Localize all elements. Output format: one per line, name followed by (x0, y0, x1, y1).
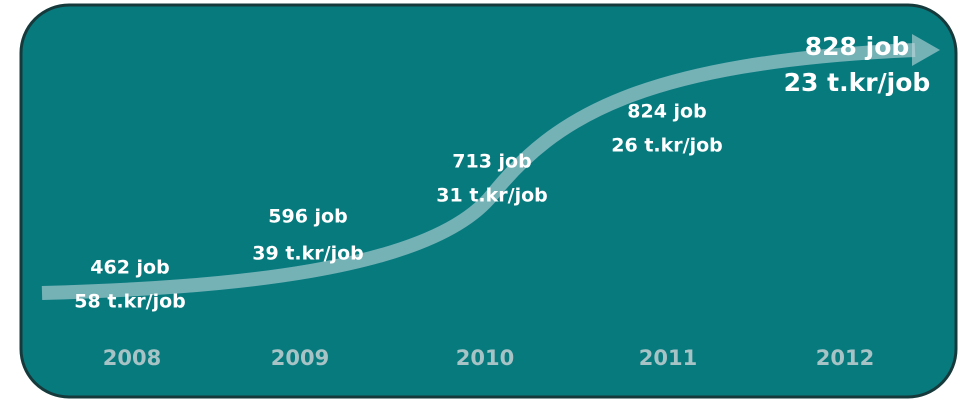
growth-arrow (41, 43, 916, 300)
arrow-head (912, 34, 940, 66)
price-label: 23 t.kr/job (784, 68, 931, 97)
price-label: 26 t.kr/job (611, 135, 722, 157)
price-label: 39 t.kr/job (252, 243, 363, 265)
jobs-label: 713 job (452, 151, 531, 173)
year-label: 2008 (103, 346, 161, 370)
year-label: 2011 (639, 346, 697, 370)
jobs-label: 824 job (627, 101, 706, 123)
year-label: 2012 (816, 346, 874, 370)
jobs-label: 828 job (805, 32, 910, 61)
year-label: 2009 (271, 346, 329, 370)
year-label: 2010 (456, 346, 514, 370)
jobs-label: 462 job (90, 257, 169, 279)
price-label: 31 t.kr/job (436, 185, 547, 207)
jobs-label: 596 job (268, 206, 347, 228)
price-label: 58 t.kr/job (74, 291, 185, 313)
labels: 2008 462 job 58 t.kr/job 2009 596 job 39 t.kr… (74, 32, 930, 370)
